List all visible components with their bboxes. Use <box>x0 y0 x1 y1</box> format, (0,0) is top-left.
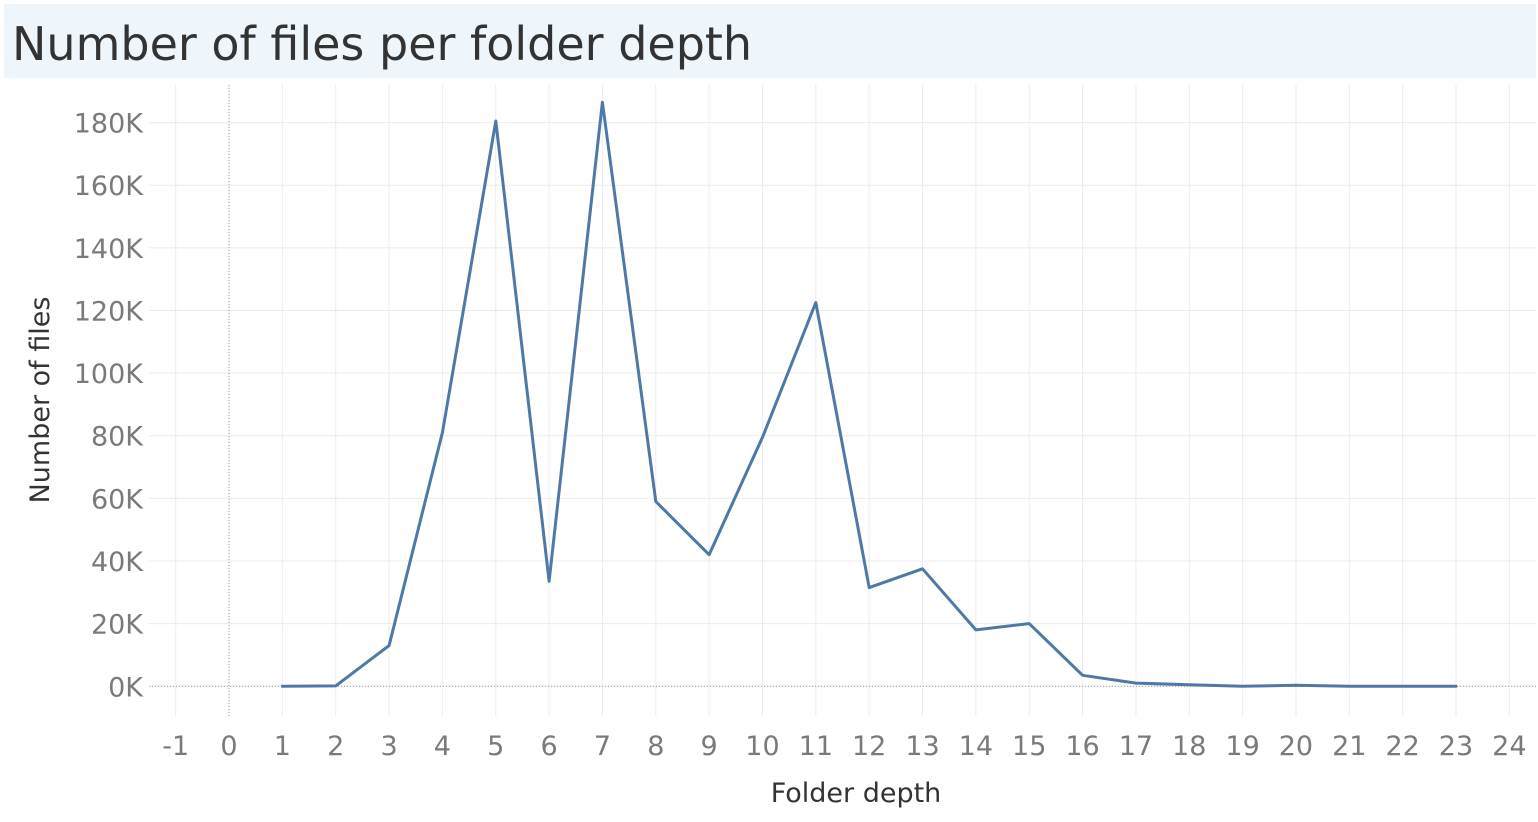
y-tick-label: 40K <box>91 547 144 578</box>
x-tick-label: 10 <box>745 731 779 762</box>
x-tick-label: 8 <box>647 731 664 762</box>
series-group <box>280 100 1458 688</box>
x-tick-label: 13 <box>905 731 939 762</box>
y-axis-ticks: 0K 20K 40K 60K 80K 100K 120K 140K 160K 180K <box>74 109 145 704</box>
x-tick-label: 23 <box>1439 731 1473 762</box>
y-tick-label: 120K <box>74 296 145 327</box>
x-tick-label: 17 <box>1119 731 1153 762</box>
x-tick-label: 6 <box>541 731 558 762</box>
title-bar: Number of files per folder depth <box>4 4 1536 78</box>
chart-title: Number of files per folder depth <box>12 17 753 71</box>
x-tick-label: 20 <box>1279 731 1313 762</box>
x-tick-label: 14 <box>959 731 993 762</box>
x-tick-label: 11 <box>799 731 833 762</box>
y-axis-title: Number of files <box>25 297 56 504</box>
x-tick-label: 18 <box>1172 731 1206 762</box>
y-tick-label: 60K <box>91 484 144 515</box>
x-tick-label: 0 <box>220 731 237 762</box>
series-line <box>280 100 1458 688</box>
x-tick-label: 3 <box>380 731 397 762</box>
y-tick-label: 160K <box>74 171 145 202</box>
x-tick-label: 5 <box>487 731 504 762</box>
x-tick-label: 22 <box>1385 731 1419 762</box>
x-tick-label: 7 <box>594 731 611 762</box>
x-tick-label: 19 <box>1225 731 1259 762</box>
y-tick-label: 180K <box>74 109 145 140</box>
y-tick-label: 80K <box>91 422 144 453</box>
y-tick-label: 140K <box>74 234 145 265</box>
y-tick-label: 20K <box>91 610 144 641</box>
y-tick-label: 0K <box>108 672 144 703</box>
x-tick-label: 24 <box>1492 731 1526 762</box>
x-tick-label: 1 <box>274 731 291 762</box>
grid-lines <box>149 85 1536 716</box>
x-tick-label: -1 <box>162 731 189 762</box>
x-tick-label: 12 <box>852 731 886 762</box>
x-tick-label: 16 <box>1065 731 1099 762</box>
x-tick-label: 2 <box>327 731 344 762</box>
y-tick-label: 100K <box>74 359 145 390</box>
x-axis-title: Folder depth <box>771 778 942 809</box>
x-axis-ticks: -1 0 1 2 3 4 5 6 7 8 9 10 11 12 13 14 15 16 17 18 19 20 21 22 23… <box>162 731 1526 762</box>
x-tick-label: 21 <box>1332 731 1366 762</box>
x-tick-label: 9 <box>701 731 718 762</box>
x-tick-label: 15 <box>1012 731 1046 762</box>
zero-reference-lines <box>149 85 1536 716</box>
x-tick-label: 4 <box>434 731 451 762</box>
